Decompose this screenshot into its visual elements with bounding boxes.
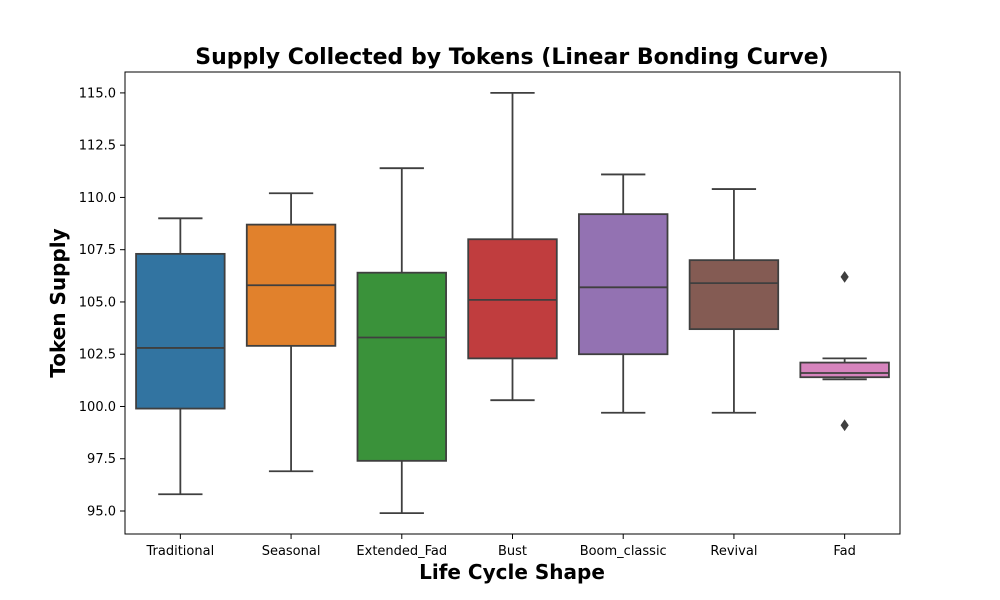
box-series — [135, 92, 890, 514]
box-revival — [688, 188, 780, 414]
outlier-point — [840, 270, 849, 283]
y-tick-label: 100.0 — [79, 400, 116, 415]
box-bust — [467, 92, 558, 402]
x-tick-label: Traditional — [146, 544, 215, 559]
y-tick-label: 105.0 — [79, 295, 116, 310]
box-boom-classic — [578, 173, 669, 414]
x-tick-label: Fad — [833, 544, 856, 559]
chart-title: Supply Collected by Tokens (Linear Bondi… — [195, 45, 828, 70]
y-tick-label: 97.5 — [87, 452, 116, 467]
box-fad — [799, 270, 890, 432]
iqr-box — [799, 361, 890, 379]
y-tick-label: 112.5 — [79, 139, 116, 154]
y-tick-label: 102.5 — [79, 348, 116, 363]
outlier-point — [840, 419, 849, 432]
y-axis-label: Token Supply — [46, 228, 70, 377]
x-axis-ticks: Traditional Seasonal Extended_Fad Bust Boom_… — [146, 534, 856, 559]
plot-area-frame — [124, 71, 901, 535]
box-seasonal — [245, 192, 337, 473]
y-tick-label: 107.5 — [79, 243, 116, 258]
x-tick-label: Seasonal — [262, 544, 321, 559]
y-tick-label: 110.0 — [79, 191, 116, 206]
x-tick-label: Bust — [498, 544, 527, 559]
iqr-box — [467, 238, 558, 360]
iqr-box — [356, 271, 447, 462]
iqr-box — [688, 259, 780, 331]
y-tick-label: 115.0 — [79, 86, 116, 101]
x-axis-label: Life Cycle Shape — [419, 560, 605, 584]
iqr-box — [578, 213, 669, 356]
y-tick-label: 95.0 — [87, 505, 116, 520]
box-traditional — [135, 217, 226, 496]
y-axis-ticks: 95.0 97.5 100.0 102.5 105.0 107.5 110.0 112.5 11… — [79, 86, 125, 520]
box-extended-fad — [356, 167, 447, 514]
x-tick-label: Revival — [710, 544, 757, 559]
iqr-box — [135, 252, 226, 410]
x-tick-label: Boom_classic — [580, 544, 667, 559]
x-tick-label: Extended_Fad — [356, 544, 447, 559]
